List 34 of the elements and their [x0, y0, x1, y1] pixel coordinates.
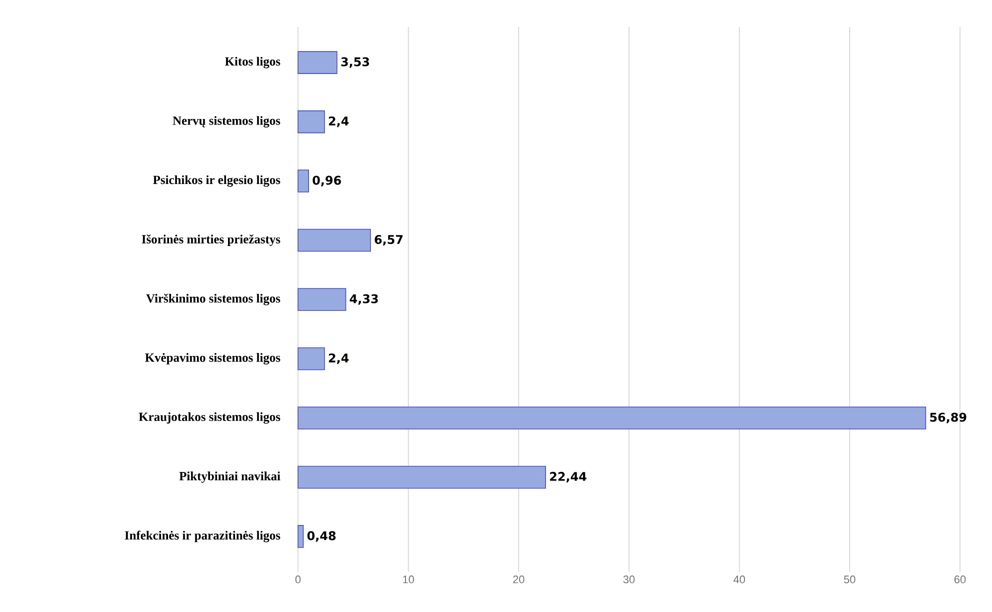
bar: [298, 288, 346, 311]
bar: [298, 110, 325, 134]
x-tick-label: 60: [954, 576, 966, 584]
data-label: 2,4: [328, 116, 349, 128]
data-label: 0,48: [307, 531, 336, 542]
y-tick-label: Išorinės mirties priežastys: [142, 234, 280, 246]
data-label: 6,57: [374, 234, 403, 246]
bar: [298, 466, 546, 489]
bar: [298, 170, 309, 192]
data-label: 3,53: [341, 57, 370, 68]
y-tick-label: Kraujotakos sistemos ligos: [138, 412, 280, 424]
data-label: 56,89: [930, 412, 966, 424]
x-tick-label: 0: [295, 576, 301, 584]
x-tick-label: 40: [733, 576, 745, 584]
y-tick-label: Kvėpavimo sistemos ligos: [145, 353, 280, 364]
y-tick-label: Piktybiniai navikai: [179, 472, 280, 483]
bar: [298, 525, 304, 548]
y-tick-label: Infekcinės ir parazitinės ligos: [124, 530, 280, 542]
x-tick-label: 50: [844, 576, 856, 584]
data-label: 0,96: [312, 176, 341, 186]
y-tick-label: Virškinimo sistemos ligos: [146, 294, 280, 306]
y-tick-label: Psichikos ir elgesio ligos: [153, 175, 280, 187]
x-tick-label: 10: [403, 576, 414, 584]
data-label: 2,4: [328, 353, 349, 364]
bar: [298, 51, 338, 74]
x-tick-label: 30: [623, 576, 635, 584]
x-tick-label: 20: [513, 576, 524, 584]
data-label: 4,33: [350, 294, 378, 305]
bar: [298, 347, 325, 370]
bar: [298, 228, 371, 252]
y-tick-label: Kitos ligos: [225, 56, 280, 68]
bar: [298, 406, 926, 430]
data-label: 22,44: [550, 472, 586, 483]
y-tick-label: Nervų sistemos ligos: [172, 116, 280, 128]
